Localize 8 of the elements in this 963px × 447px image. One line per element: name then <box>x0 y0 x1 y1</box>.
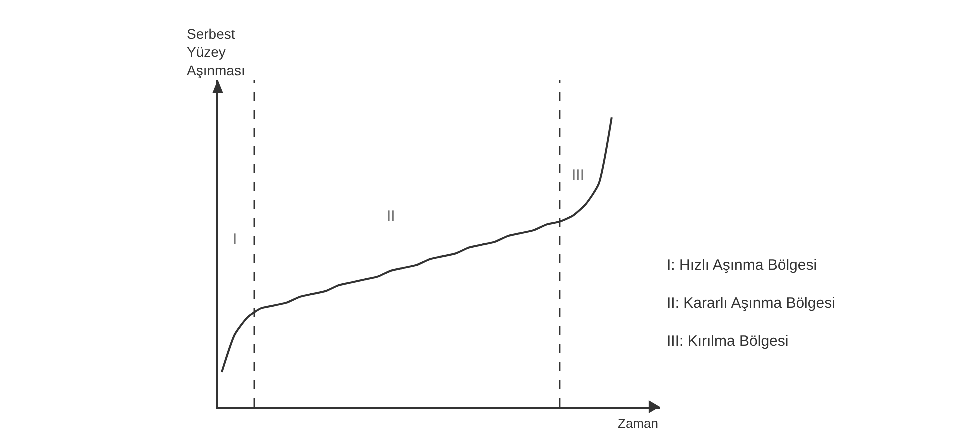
annotation: III <box>572 167 585 184</box>
text: II: Kararlı Aşınma Bölgesi <box>667 295 836 312</box>
text: III: Kırılma Bölgesi <box>667 333 789 350</box>
text: I: Hızlı Aşınma Bölgesi <box>667 257 818 274</box>
x-axis-title: Zaman <box>618 416 658 431</box>
annotation: I <box>233 231 238 248</box>
y-axis-title: Serbest Yüzey Aşınması <box>187 26 246 78</box>
annotation: II <box>387 208 396 225</box>
